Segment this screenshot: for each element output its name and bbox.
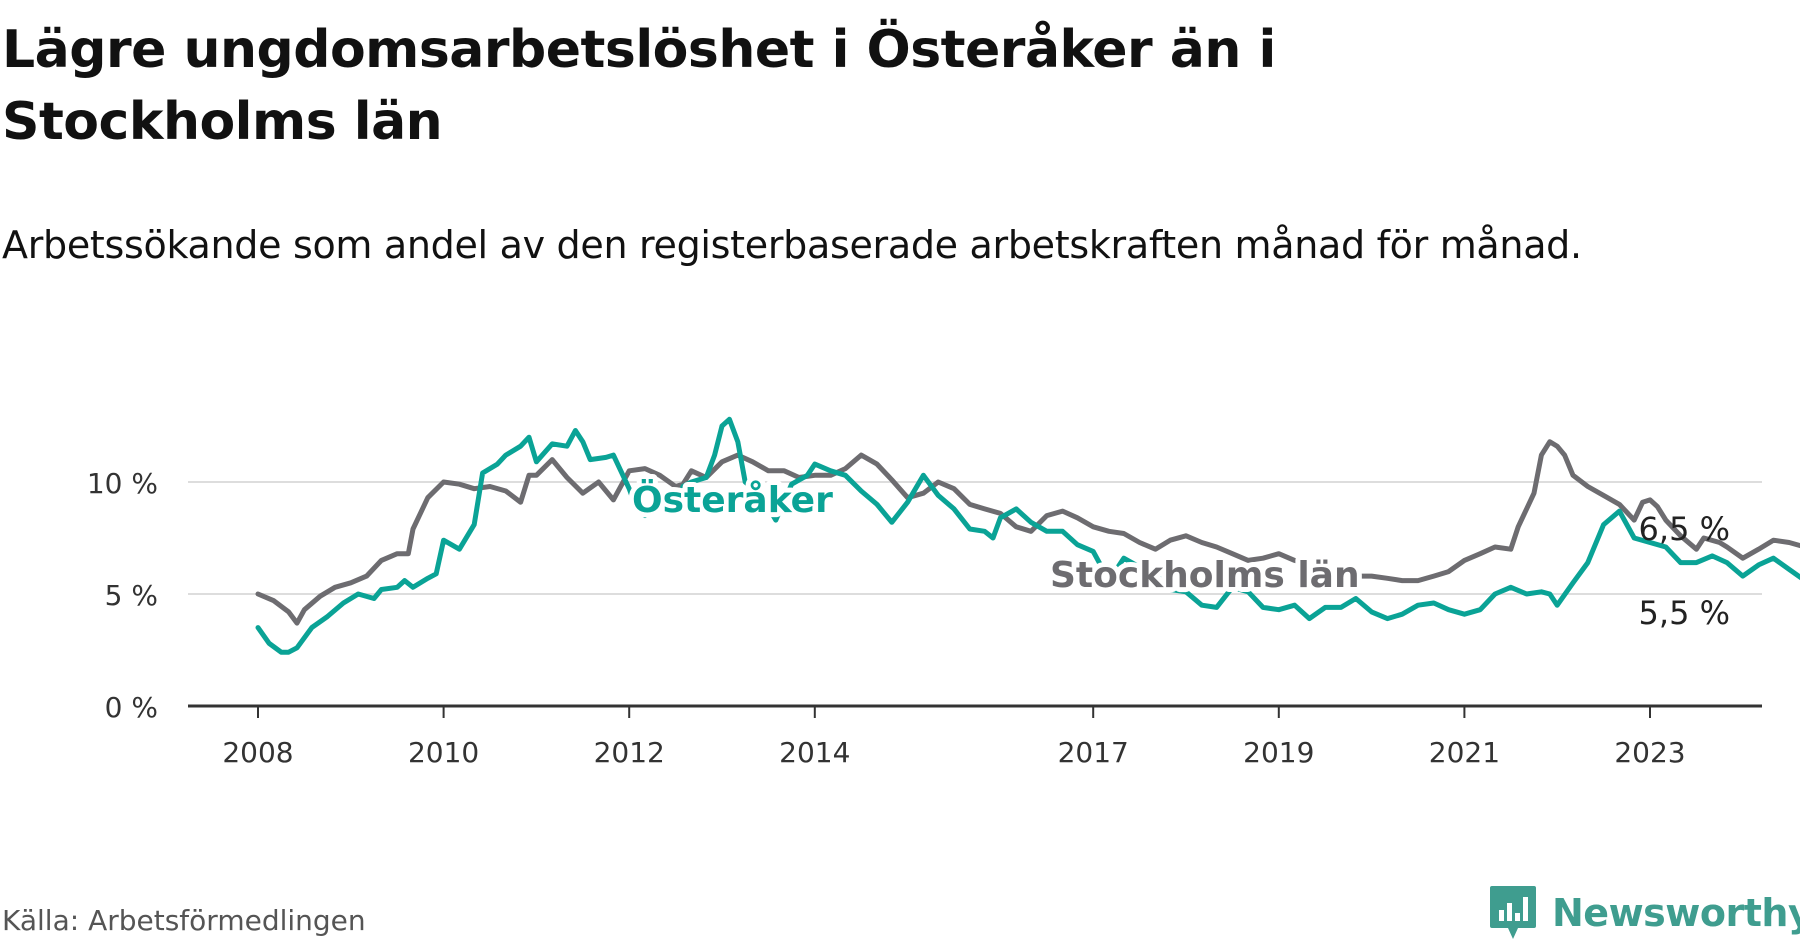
end-value-osteraker: 5,5 % bbox=[1639, 594, 1730, 632]
brand-name: Newsworthy bbox=[1552, 891, 1800, 935]
x-tick-label: 2008 bbox=[222, 736, 293, 769]
series-label-osteraker: Österåker bbox=[632, 479, 833, 521]
gridlines bbox=[188, 481, 1762, 595]
x-tick-label: 2017 bbox=[1058, 736, 1129, 769]
x-tick-label: 2021 bbox=[1429, 736, 1500, 769]
y-tick-label: 10 % bbox=[87, 467, 158, 500]
end-value-osteraker-halo: 5,5 % bbox=[1639, 594, 1730, 632]
end-value-stockholms-lan: 6,5 % bbox=[1639, 510, 1730, 548]
newsworthy-logo-icon bbox=[1490, 886, 1536, 939]
series-line-stockholms-lan bbox=[255, 439, 1800, 626]
x-tick-label: 2019 bbox=[1243, 736, 1314, 769]
series-label-stockholms-lan-halo: Stockholms län bbox=[1050, 555, 1360, 596]
series-line-osteraker bbox=[255, 416, 1800, 655]
series-label-stockholms-lan: Stockholms län bbox=[1050, 555, 1360, 596]
x-tick-label: 2014 bbox=[779, 736, 850, 769]
y-tick-label: 0 % bbox=[105, 691, 158, 724]
chart-title: Lägre ungdomsarbetslöshet i Österåker än… bbox=[2, 20, 1276, 152]
series-lines bbox=[255, 416, 1800, 655]
x-tick-label: 2012 bbox=[594, 736, 665, 769]
series-label-osteraker-halo: Österåker bbox=[632, 479, 833, 521]
x-tick-label: 2010 bbox=[408, 736, 479, 769]
y-axis-ticks: 0 % 5 % 10 % bbox=[87, 467, 158, 724]
chart-subtitle: Arbetssökande som andel av den registerb… bbox=[2, 223, 1582, 267]
x-tick-label: 2023 bbox=[1614, 736, 1685, 769]
source-note: Källa: Arbetsförmedlingen bbox=[2, 904, 366, 937]
brand-logo: Newsworthy bbox=[1488, 884, 1800, 942]
y-tick-label: 5 % bbox=[105, 579, 158, 612]
x-axis-ticks: 2008 2010 2012 2014 2017 2019 2021 2023 bbox=[222, 706, 1686, 769]
end-markers: 6,5 %5,5 %5,5 % bbox=[1635, 510, 1734, 636]
